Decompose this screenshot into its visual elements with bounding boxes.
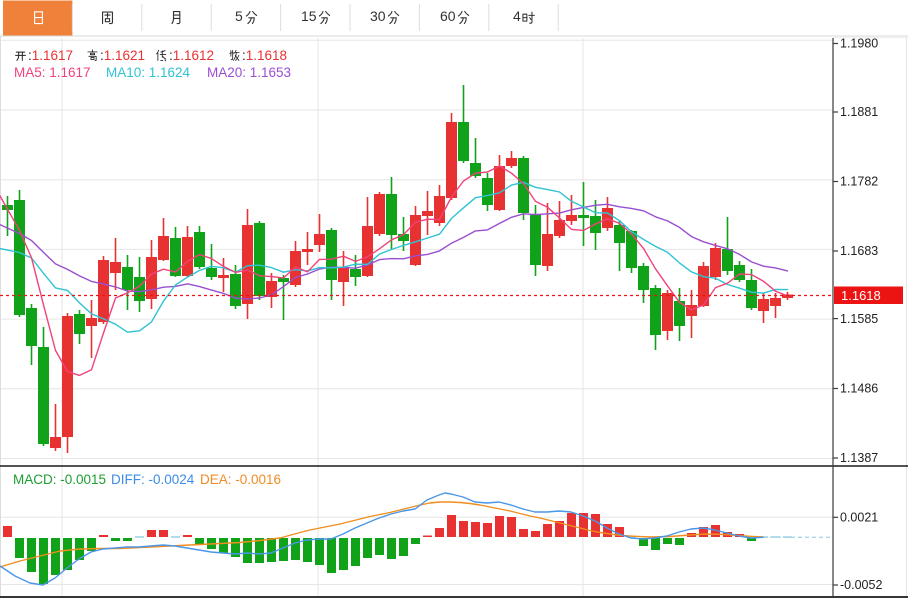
- svg-text:1.1980: 1.1980: [840, 37, 878, 51]
- svg-text:1.1683: 1.1683: [840, 244, 878, 258]
- svg-text:1.1486: 1.1486: [840, 382, 878, 396]
- svg-text:1.1782: 1.1782: [840, 175, 878, 189]
- svg-text:1.1881: 1.1881: [840, 105, 878, 119]
- svg-text:-0.0052: -0.0052: [840, 578, 882, 592]
- svg-text:1.1618: 1.1618: [841, 288, 881, 303]
- svg-text:0.0021: 0.0021: [840, 511, 878, 525]
- svg-text:1.1387: 1.1387: [840, 451, 878, 465]
- svg-text:1.1585: 1.1585: [840, 312, 878, 326]
